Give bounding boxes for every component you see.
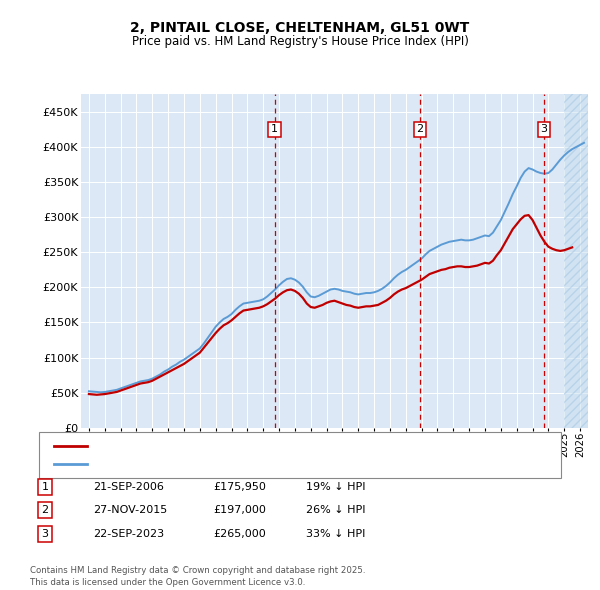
Text: 33% ↓ HPI: 33% ↓ HPI: [306, 529, 365, 539]
Text: 27-NOV-2015: 27-NOV-2015: [93, 506, 167, 515]
Text: 3: 3: [541, 124, 547, 135]
Text: 1: 1: [41, 482, 49, 491]
Text: 1: 1: [271, 124, 278, 135]
Text: 3: 3: [41, 529, 49, 539]
Text: 2, PINTAIL CLOSE, CHELTENHAM, GL51 0WT (semi-detached house): 2, PINTAIL CLOSE, CHELTENHAM, GL51 0WT (…: [93, 441, 443, 451]
Text: 26% ↓ HPI: 26% ↓ HPI: [306, 506, 365, 515]
Text: Price paid vs. HM Land Registry's House Price Index (HPI): Price paid vs. HM Land Registry's House …: [131, 35, 469, 48]
Text: Contains HM Land Registry data © Crown copyright and database right 2025.
This d: Contains HM Land Registry data © Crown c…: [30, 566, 365, 587]
Text: 2: 2: [416, 124, 424, 135]
Bar: [564, 94, 588, 428]
Text: 2: 2: [41, 506, 49, 515]
Text: £197,000: £197,000: [213, 506, 266, 515]
Text: 22-SEP-2023: 22-SEP-2023: [93, 529, 164, 539]
Text: HPI: Average price, semi-detached house, Cheltenham: HPI: Average price, semi-detached house,…: [93, 458, 378, 468]
Text: 19% ↓ HPI: 19% ↓ HPI: [306, 482, 365, 491]
Text: 21-SEP-2006: 21-SEP-2006: [93, 482, 164, 491]
Text: 2, PINTAIL CLOSE, CHELTENHAM, GL51 0WT: 2, PINTAIL CLOSE, CHELTENHAM, GL51 0WT: [130, 21, 470, 35]
Text: £265,000: £265,000: [213, 529, 266, 539]
Text: £175,950: £175,950: [213, 482, 266, 491]
